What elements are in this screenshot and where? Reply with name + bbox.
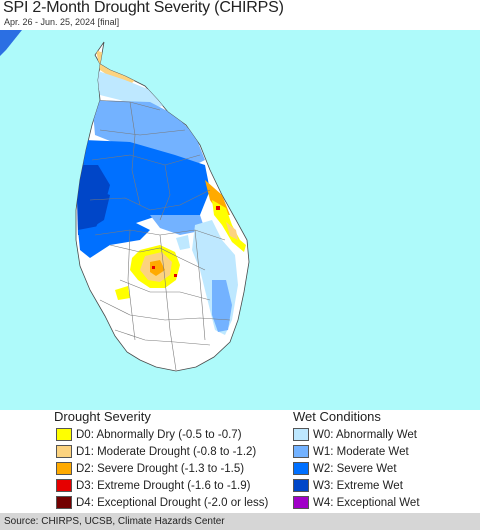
legend-item-d4: D4: Exceptional Drought (-2.0 or less): [56, 495, 268, 510]
legend-item-w3: W3: Extreme Wet: [293, 478, 403, 493]
map-subtitle: Apr. 26 - Jun. 25, 2024 [final]: [4, 17, 120, 27]
legend-item-d0: D0: Abnormally Dry (-0.5 to -0.7): [56, 427, 242, 442]
swatch-d4: [56, 496, 72, 509]
swatch-w1: [293, 445, 309, 458]
legend-label-w3: W3: Extreme Wet: [313, 479, 403, 492]
legend-label-d1: D1: Moderate Drought (-0.8 to -1.2): [76, 445, 257, 458]
wet-legend-title: Wet Conditions: [293, 409, 381, 424]
drought-legend-title: Drought Severity: [54, 409, 151, 424]
legend-label-d0: D0: Abnormally Dry (-0.5 to -0.7): [76, 428, 242, 441]
swatch-d1: [56, 445, 72, 458]
swatch-d0: [56, 428, 72, 441]
legend-label-w4: W4: Exceptional Wet: [313, 496, 420, 509]
legend-label-w0: W0: Abnormally Wet: [313, 428, 417, 441]
legend-label-d3: D3: Extreme Drought (-1.6 to -1.9): [76, 479, 251, 492]
mainland-india: [0, 30, 22, 56]
swatch-d3: [56, 479, 72, 492]
severity-fill: [76, 50, 246, 335]
legend-label-d4: D4: Exceptional Drought (-2.0 or less): [76, 496, 269, 509]
drought-map: [0, 30, 480, 410]
legend-label-d2: D2: Severe Drought (-1.3 to -1.5): [76, 462, 245, 475]
swatch-w3: [293, 479, 309, 492]
swatch-w2: [293, 462, 309, 475]
legend-item-d2: D2: Severe Drought (-1.3 to -1.5): [56, 461, 244, 476]
legend-label-w1: W1: Moderate Wet: [313, 445, 409, 458]
swatch-d2: [56, 462, 72, 475]
legend-item-w0: W0: Abnormally Wet: [293, 427, 417, 442]
legend: Drought Severity D0: Abnormally Dry (-0.…: [0, 409, 480, 513]
swatch-w0: [293, 428, 309, 441]
header: SPI 2-Month Drought Severity (CHIRPS) Ap…: [0, 0, 480, 30]
legend-item-w1: W1: Moderate Wet: [293, 444, 409, 459]
legend-item-d3: D3: Extreme Drought (-1.6 to -1.9): [56, 478, 250, 493]
footer: Source: CHIRPS, UCSB, Climate Hazards Ce…: [0, 513, 480, 530]
source-credit: Source: CHIRPS, UCSB, Climate Hazards Ce…: [4, 516, 225, 527]
legend-item-w2: W2: Severe Wet: [293, 461, 397, 476]
legend-item-w4: W4: Exceptional Wet: [293, 495, 420, 510]
swatch-w4: [293, 496, 309, 509]
legend-item-d1: D1: Moderate Drought (-0.8 to -1.2): [56, 444, 256, 459]
map-title: SPI 2-Month Drought Severity (CHIRPS): [3, 0, 284, 16]
ocean: [0, 30, 480, 410]
legend-label-w2: W2: Severe Wet: [313, 462, 397, 475]
district-boundaries: [89, 99, 231, 371]
